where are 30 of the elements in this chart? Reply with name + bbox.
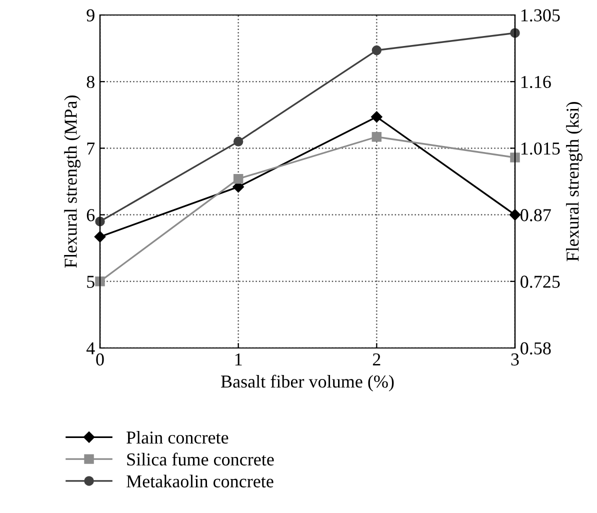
x-axis-title: Basalt fiber volume (%) [221,374,394,392]
point [94,231,106,242]
y2-tick-label: 0.87 [520,209,551,222]
x-tick-label: 0 [96,353,104,366]
point [372,132,382,142]
point [95,276,105,286]
legend-label: Plain concrete [126,430,228,444]
y2-tick-label: 0.58 [520,342,551,355]
y-tick-label: 7 [87,142,95,154]
point [233,174,244,184]
point [233,136,244,146]
x-tick-label: 2 [372,353,380,366]
point [372,45,382,56]
y2-tick-label: 1.015 [521,142,560,155]
y-tick-label: 4 [86,342,95,354]
x-tick-label: 3 [511,353,519,366]
y2-tick-label: 1.16 [521,76,551,88]
y2-tick-label: 0.725 [520,276,560,288]
y-tick-label: 9 [86,9,94,22]
y-tick-label: 6 [86,209,95,222]
y-axis-title: Flexural strength (MPa) [64,96,81,268]
point [510,152,520,162]
legend-label: Metakaolin concrete [126,474,274,488]
point [371,111,382,123]
y-tick-label: 5 [87,276,94,288]
y2-axis-title: Flexural strength (ksi) [566,102,582,262]
legend-label: Silica fume concrete [127,452,274,466]
x-tick-label: 1 [235,353,242,366]
y2-tick-label: 1.305 [521,9,560,22]
y-tick-label: 8 [86,76,94,88]
